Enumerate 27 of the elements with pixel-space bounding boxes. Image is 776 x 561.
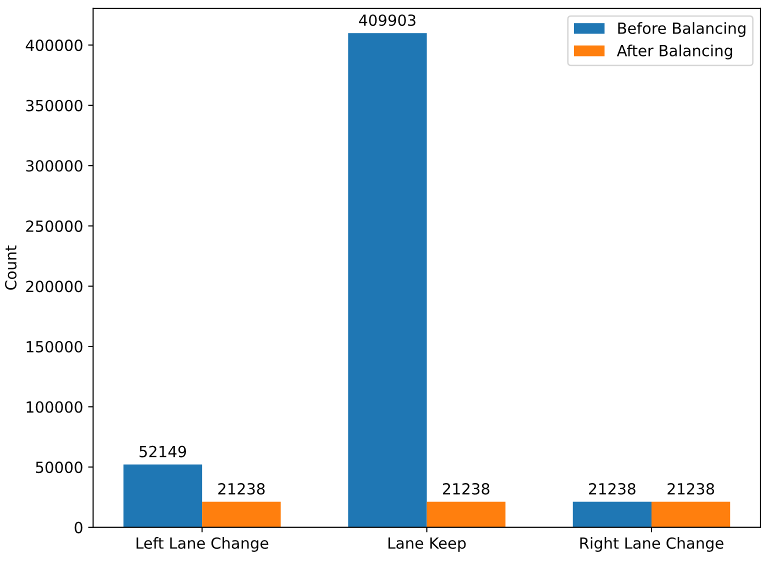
y-tick-label: 250000 xyxy=(26,220,82,232)
bar xyxy=(652,502,730,528)
bar xyxy=(348,33,427,528)
legend-label: After Balancing xyxy=(616,44,732,60)
y-tick-label: 200000 xyxy=(26,280,82,292)
data-label: 21238 xyxy=(442,483,490,495)
y-tick-label: 350000 xyxy=(26,100,82,112)
legend-label: Before Balancing xyxy=(618,22,746,37)
x-tick-label: Right Lane Change xyxy=(580,537,724,552)
data-label: 21238 xyxy=(588,483,636,495)
x-tick-label: Left Lane Change xyxy=(136,537,268,552)
data-label: 21238 xyxy=(668,483,714,495)
data-label: 21238 xyxy=(218,483,265,495)
data-label: 409903 xyxy=(359,14,416,26)
y-tick-label: 400000 xyxy=(26,40,82,52)
y-tick-label: 300000 xyxy=(26,160,82,172)
y-axis-title: Count xyxy=(5,246,17,290)
x-tick-label: Lane Keep xyxy=(388,538,466,552)
y-tick-label: 0 xyxy=(74,522,82,534)
bar xyxy=(426,502,506,528)
data-label: 52149 xyxy=(140,446,186,458)
y-tick-label: 150000 xyxy=(26,340,82,353)
bar xyxy=(123,464,202,528)
y-tick-label: 100000 xyxy=(26,401,82,413)
bar xyxy=(202,502,281,528)
bar xyxy=(572,502,652,528)
y-tick-label: 50000 xyxy=(36,462,82,474)
